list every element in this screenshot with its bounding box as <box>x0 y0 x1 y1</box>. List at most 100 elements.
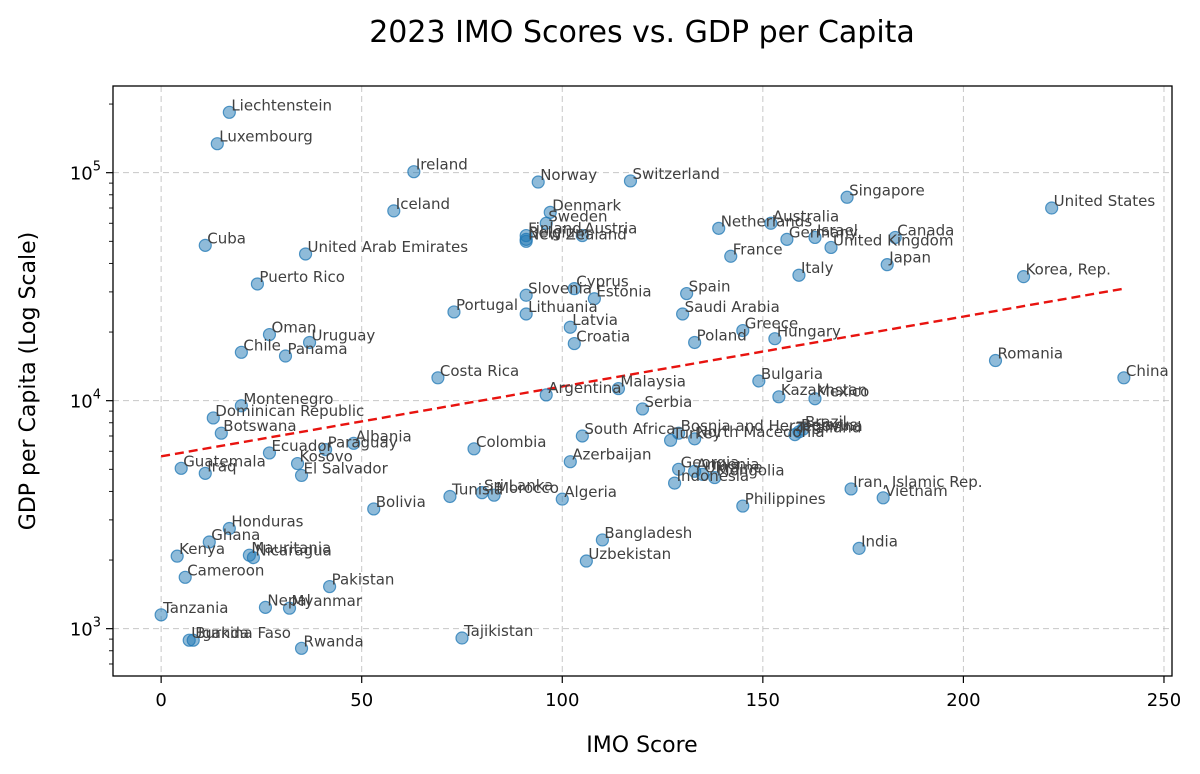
data-point <box>579 554 593 568</box>
data-point <box>708 470 722 485</box>
data-point <box>178 570 192 584</box>
point-label: Ghana <box>211 526 260 544</box>
x-tick-label: 250 <box>1147 690 1181 711</box>
data-point <box>768 332 782 346</box>
data-point <box>772 390 786 404</box>
point-label: Greece <box>745 315 798 333</box>
data-point <box>198 466 212 480</box>
point-label: Georgia <box>681 453 740 471</box>
data-point <box>294 468 309 483</box>
data-point <box>852 541 866 555</box>
point-label: Uganda <box>191 624 249 642</box>
data-point <box>214 426 228 440</box>
point-label: Portugal <box>456 296 518 314</box>
point-label: Luxembourg <box>219 128 313 146</box>
point-label: India <box>861 532 898 550</box>
point-label: Azerbaijan <box>572 446 651 464</box>
point-label: Finland <box>528 220 582 238</box>
data-point <box>246 550 260 565</box>
point-labels: Liechtenstein Luxembourg Ireland Norway Swit… <box>162 96 1169 650</box>
point-label: Montenegro <box>243 390 333 408</box>
data-point <box>206 411 220 425</box>
data-point <box>575 429 589 443</box>
point-label: Botswana <box>223 417 296 435</box>
data-point <box>680 286 694 301</box>
point-label: Latvia <box>572 311 618 329</box>
point-label: Korea, Rep. <box>1026 261 1111 279</box>
point-label: Spain <box>689 278 731 296</box>
data-point <box>234 399 248 413</box>
point-label: United Kingdom <box>833 231 953 249</box>
data-point <box>539 216 553 230</box>
point-label: Ecuador <box>271 437 333 455</box>
point-label: Cuba <box>207 229 246 247</box>
data-point <box>262 327 277 342</box>
point-label: Israel <box>817 221 858 239</box>
point-label: Brazil <box>805 413 847 431</box>
point-label: Germany <box>789 223 858 241</box>
point-label: Burkina Faso <box>195 624 291 642</box>
data-point <box>563 320 577 334</box>
point-label: Belarus <box>801 416 858 434</box>
data-point <box>262 446 277 460</box>
data-point <box>780 232 794 246</box>
point-label: Mongolia <box>717 462 785 480</box>
data-point <box>752 374 766 388</box>
data-point <box>623 174 638 188</box>
data-point <box>724 249 738 263</box>
point-label: Saudi Arabia <box>685 298 780 316</box>
point-label: Sri Lanka <box>484 477 553 495</box>
point-label: Oman <box>271 319 316 337</box>
point-label: North Macedonia <box>697 423 825 441</box>
data-point <box>567 282 581 296</box>
point-label: Kazakhstan <box>781 381 867 399</box>
data-point <box>567 336 581 351</box>
data-point <box>688 432 702 446</box>
point-label: Switzerland <box>632 165 720 183</box>
point-label: Tunisia <box>451 480 503 498</box>
data-point <box>443 489 457 504</box>
data-point <box>844 482 858 496</box>
data-point <box>764 216 778 230</box>
point-label: Paraguay <box>328 434 398 452</box>
data-point <box>880 258 894 272</box>
data-point <box>323 579 337 594</box>
point-label: Rwanda <box>304 632 364 650</box>
point-label: Malaysia <box>620 373 686 391</box>
data-point <box>282 601 297 615</box>
point-label: Slovenia <box>528 279 592 297</box>
point-label: United States <box>1054 192 1156 210</box>
data-point <box>824 240 838 255</box>
data-point <box>672 462 686 476</box>
data-point <box>467 442 481 456</box>
data-point <box>407 165 421 179</box>
data-point <box>808 230 822 245</box>
point-label: France <box>733 240 783 258</box>
data-point <box>519 288 533 302</box>
point-label: Vietnam <box>885 482 948 500</box>
data-point <box>387 204 401 218</box>
data-point <box>888 230 902 245</box>
x-axis-ticks: 0 50 100 150 200 250 <box>155 676 1181 711</box>
data-point <box>563 455 577 469</box>
data-point <box>736 499 750 513</box>
point-label: Bolivia <box>376 493 426 511</box>
data-point <box>487 488 501 502</box>
point-label: Argentina <box>548 379 621 397</box>
point-label: Chile <box>243 336 281 354</box>
point-label: Kosovo <box>300 448 353 466</box>
point-label: Tajikistan <box>463 622 533 640</box>
point-label: Nicaragua <box>255 542 331 560</box>
point-label: Cameroon <box>187 561 264 579</box>
data-point <box>1117 371 1131 385</box>
y-tick-label: 105 <box>70 160 101 185</box>
point-label: China <box>1126 362 1169 380</box>
x-tick-label: 200 <box>946 690 980 711</box>
data-point <box>988 353 1003 368</box>
point-label: Sweden <box>548 207 607 225</box>
data-point <box>198 238 212 252</box>
point-label: Ukraine <box>705 458 763 476</box>
data-point <box>250 277 265 291</box>
data-point <box>174 461 188 475</box>
